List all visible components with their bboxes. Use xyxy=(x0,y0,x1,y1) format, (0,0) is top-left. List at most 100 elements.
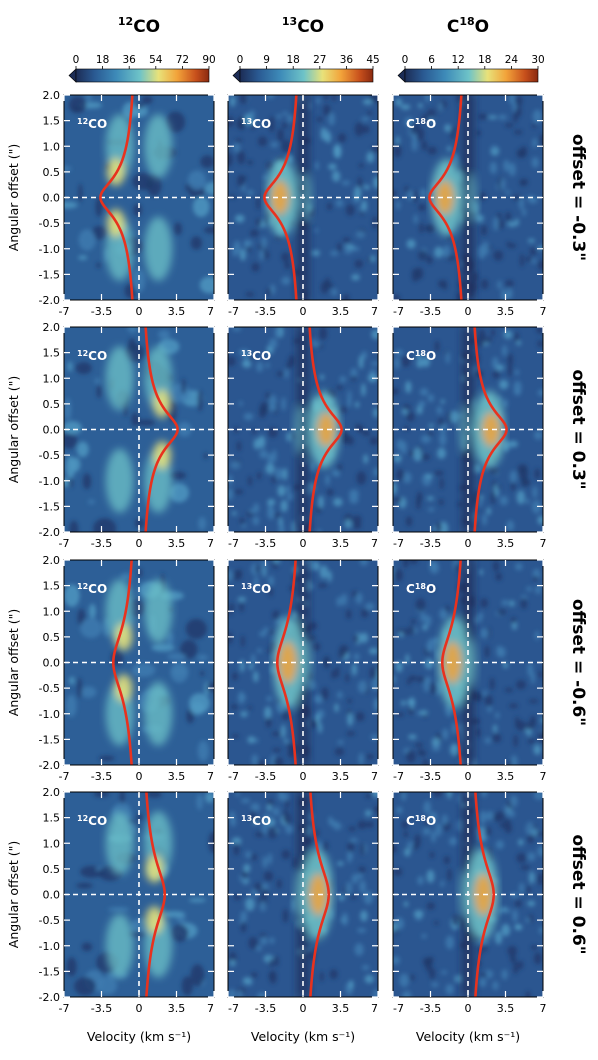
velocity-curve xyxy=(99,95,134,300)
velocity-curve xyxy=(473,327,508,532)
pv-panel: 12CO -7 -3.5 0 3.5 7 2.0 1.5 1.0 0.5 0.0 -0.5 -1.0 -1… xyxy=(39,321,215,550)
y-tick-label: 0.0 xyxy=(43,424,61,437)
panel-molecule-label: C18O xyxy=(406,814,436,828)
x-axis-labels: Velocity (km s⁻¹) Velocity (km s⁻¹) Veloci… xyxy=(87,1029,520,1044)
panel-molecule-label: 13CO xyxy=(241,117,271,131)
panel-molecule-label: C18O xyxy=(406,349,436,363)
y-axis-label: Angular offset (") xyxy=(6,144,21,251)
y-tick-label: 2.0 xyxy=(43,321,61,334)
column-title: 12CO xyxy=(118,15,160,37)
x-tick-label: 7 xyxy=(371,537,378,550)
y-tick-label: 1.5 xyxy=(43,347,61,360)
pv-panel: 12CO -7 -3.5 0 3.5 7 2.0 1.5 1.0 0.5 0.0 -0.5 -1.0 -1… xyxy=(39,786,215,1015)
velocity-curve xyxy=(145,792,167,997)
y-tick-label: 2.0 xyxy=(43,89,61,102)
panel-molecule-label: C18O xyxy=(406,117,436,131)
x-tick-label: 0 xyxy=(136,1002,143,1015)
x-tick-label: -3.5 xyxy=(255,305,276,318)
x-tick-label: 3.5 xyxy=(497,770,515,783)
x-tick-label: 7 xyxy=(207,537,214,550)
y-tick-label: -0.5 xyxy=(39,449,60,462)
colorbar xyxy=(404,68,539,83)
panel-molecule-label: 13CO xyxy=(241,814,271,828)
y-tick-label: -2.0 xyxy=(39,991,60,1004)
y-tick-label: 1.0 xyxy=(43,605,61,618)
colorbar-tick-label: 6 xyxy=(428,54,435,66)
x-tick-label: 7 xyxy=(207,1002,214,1015)
panel-molecule-label: 12CO xyxy=(77,814,107,828)
x-tick-label: -3.5 xyxy=(91,770,112,783)
x-tick-label: 3.5 xyxy=(168,770,186,783)
velocity-curve xyxy=(428,95,463,300)
x-tick-label: 7 xyxy=(540,770,547,783)
x-tick-label: -3.5 xyxy=(91,537,112,550)
x-tick-label: 3.5 xyxy=(168,305,186,318)
pv-panel: 13CO -7 -3.5 0 3.5 7 xyxy=(227,94,379,318)
x-tick-label: 0 xyxy=(300,770,307,783)
pv-panel: 13CO -7 -3.5 0 3.5 7 xyxy=(227,559,379,783)
panel-molecule-label: C18O xyxy=(406,582,436,596)
x-tick-label: 3.5 xyxy=(497,537,515,550)
x-tick-label: 0 xyxy=(465,537,472,550)
y-tick-label: -1.5 xyxy=(39,965,60,978)
colorbar-tick-label: 45 xyxy=(366,54,379,66)
colorbar xyxy=(239,68,374,83)
colorbar-tick-label: 0 xyxy=(237,54,244,66)
row-offset-label: offset = 0.3" xyxy=(568,369,588,489)
x-tick-label: 7 xyxy=(540,1002,547,1015)
x-tick-label: -3.5 xyxy=(255,537,276,550)
colorbar-tick-label: 0 xyxy=(402,54,409,66)
x-tick-label: -7 xyxy=(393,770,404,783)
x-tick-label: 0 xyxy=(136,537,143,550)
x-tick-label: -3.5 xyxy=(420,537,441,550)
velocity-curve xyxy=(440,560,462,765)
y-tick-label: -1.0 xyxy=(39,708,60,721)
x-tick-label: 7 xyxy=(540,305,547,318)
x-tick-label: -3.5 xyxy=(420,305,441,318)
y-axis-label: Angular offset (") xyxy=(6,376,21,483)
pv-panel: C18O -7 -3.5 0 3.5 7 xyxy=(392,326,547,550)
panel-molecule-label: 12CO xyxy=(77,349,107,363)
x-tick-label: -3.5 xyxy=(255,770,276,783)
velocity-curve xyxy=(308,327,343,532)
y-tick-label: -0.5 xyxy=(39,914,60,927)
y-tick-label: 1.0 xyxy=(43,140,61,153)
colorbar-tick-label: 30 xyxy=(531,54,544,66)
x-tick-label: 0 xyxy=(465,770,472,783)
panels: 12CO -7 -3.5 0 3.5 7 2.0 1.5 1.0 0.5 0.0 -0.5 -1.0 -1… xyxy=(39,89,547,1015)
x-tick-label: 7 xyxy=(371,305,378,318)
row-labels: Angular offset (") offset = -0.3" Angular … xyxy=(6,134,588,955)
y-tick-label: -0.5 xyxy=(39,217,60,230)
y-tick-label: 2.0 xyxy=(43,786,61,799)
colorbar-tick-label: 18 xyxy=(478,54,491,66)
x-tick-label: -3.5 xyxy=(420,770,441,783)
y-tick-label: -1.0 xyxy=(39,940,60,953)
y-tick-label: 1.0 xyxy=(43,372,61,385)
row-offset-label: offset = -0.3" xyxy=(568,134,588,261)
x-axis-label: Velocity (km s⁻¹) xyxy=(416,1029,520,1044)
x-tick-label: 7 xyxy=(540,537,547,550)
y-tick-label: 0.0 xyxy=(43,657,61,670)
x-tick-label: 0 xyxy=(300,537,307,550)
panel-molecule-label: 13CO xyxy=(241,349,271,363)
y-tick-label: 1.5 xyxy=(43,812,61,825)
velocity-curve xyxy=(263,95,298,300)
column-titles: 12CO 13CO C18O xyxy=(118,15,489,37)
panel-molecule-label: 12CO xyxy=(77,582,107,596)
colorbar-tick-label: 24 xyxy=(505,54,519,66)
colorbar-tick-label: 72 xyxy=(176,54,189,66)
y-tick-label: -0.5 xyxy=(39,682,60,695)
y-tick-label: 0.5 xyxy=(43,631,61,644)
colorbar-extend-arrow xyxy=(68,68,77,83)
x-tick-label: 7 xyxy=(207,305,214,318)
x-tick-label: 3.5 xyxy=(497,305,515,318)
x-tick-label: -7 xyxy=(228,537,239,550)
colorbar-tick-label: 12 xyxy=(452,54,465,66)
x-tick-label: 0 xyxy=(136,770,143,783)
colorbar-tick-label: 9 xyxy=(263,54,270,66)
column-title: C18O xyxy=(447,15,489,37)
y-tick-label: 0.0 xyxy=(43,192,61,205)
pv-panel: C18O -7 -3.5 0 3.5 7 xyxy=(392,559,547,783)
y-tick-label: -1.5 xyxy=(39,500,60,513)
